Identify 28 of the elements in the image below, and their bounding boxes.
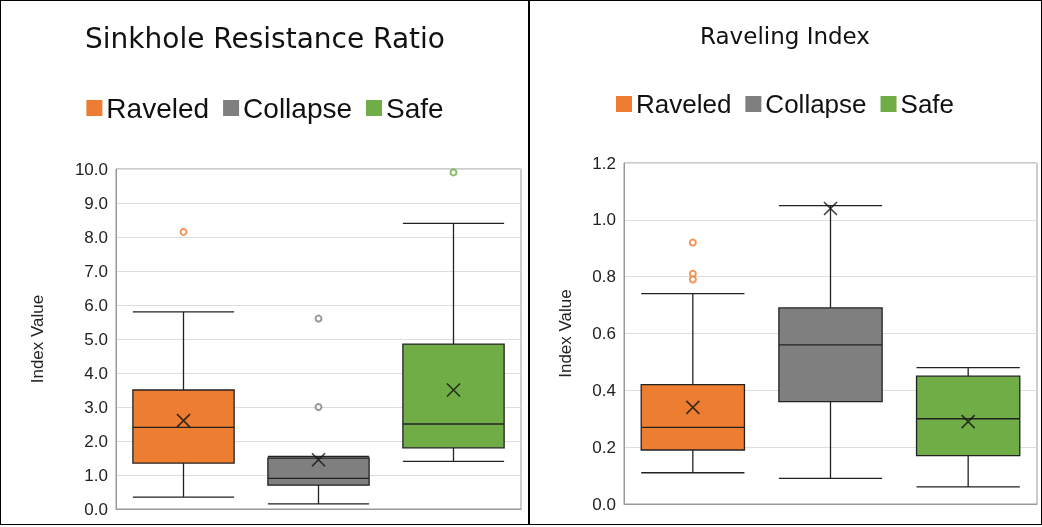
legend-label: Safe [900, 89, 955, 119]
legend-label: Collapse [765, 89, 867, 119]
y-axis-title: Index Value [28, 294, 47, 384]
y-tick-label: 1.2 [592, 153, 616, 173]
y-tick-label: 0.8 [592, 267, 616, 287]
y-tick-label: 0.4 [592, 380, 616, 400]
y-tick-label: 7.0 [84, 261, 108, 281]
y-tick-label: 10.0 [74, 159, 108, 179]
y-tick-label: 0.0 [592, 494, 616, 514]
chart-title: Raveling Index [700, 22, 870, 49]
y-tick-label: 5.0 [84, 329, 108, 349]
legend-label: Raveled [635, 89, 732, 119]
y-tick-label: 8.0 [84, 227, 108, 247]
y-tick-label: 2.0 [84, 431, 108, 451]
y-tick-label: 3.0 [84, 397, 108, 417]
y-tick-label: 9.0 [84, 193, 108, 213]
y-tick-label: 0.0 [84, 499, 108, 519]
chart-title: Sinkhole Resistance Ratio [85, 21, 445, 55]
y-tick-label: 1.0 [592, 210, 616, 230]
legend-label: Collapse [243, 92, 353, 124]
legend-label: Raveled [106, 92, 210, 124]
y-tick-label: 6.0 [84, 295, 108, 315]
y-tick-label: 0.2 [592, 437, 616, 457]
y-tick-label: 0.6 [592, 324, 616, 343]
y-tick-label: 1.0 [84, 465, 108, 485]
y-tick-label: 4.0 [84, 363, 108, 383]
y-axis-title: Index Value [556, 289, 575, 378]
legend-label: Safe [386, 92, 444, 124]
